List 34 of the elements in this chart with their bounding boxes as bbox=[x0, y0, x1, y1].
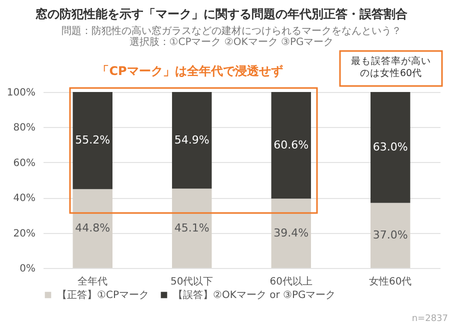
y-tick-label: 40% bbox=[13, 193, 36, 204]
bar bbox=[370, 92, 410, 203]
text: 「CPマーク」は全年代で浸透せず bbox=[97, 64, 283, 78]
y-tick-label: 20% bbox=[13, 228, 36, 240]
y-tick-label: 0% bbox=[20, 264, 36, 274]
x-tick-label: 全年代 bbox=[78, 276, 108, 288]
bar bbox=[72, 92, 112, 190]
bar bbox=[172, 188, 212, 268]
x-tick-label: 女性60代 bbox=[369, 276, 412, 288]
y-tick-label: 60% bbox=[13, 158, 36, 169]
data-label: 60.6% bbox=[274, 138, 309, 152]
y-tick-label: 100% bbox=[6, 88, 36, 98]
data-label: 45.1% bbox=[174, 221, 210, 234]
data-label: 37.0% bbox=[372, 228, 408, 242]
bar bbox=[172, 92, 212, 189]
data-label: 55.2% bbox=[75, 134, 110, 147]
data-label: 44.8% bbox=[75, 222, 110, 235]
x-tick-label: 60代以上 bbox=[270, 276, 312, 288]
legend-label: 【正答】①CPマーク bbox=[57, 289, 149, 301]
bar bbox=[72, 189, 112, 268]
data-label: 39.4% bbox=[274, 226, 309, 240]
chart-title: 窓の防犯性能を示す「マーク」に関する問題の年代別正答・誤答割合 bbox=[36, 7, 408, 21]
legend-label: 【誤答】②OKマーク or ③PGマーク bbox=[173, 289, 336, 301]
bar bbox=[271, 92, 311, 199]
bar bbox=[271, 198, 311, 268]
bar bbox=[370, 202, 410, 268]
text: 最も誤答率が高いのは女性60代 bbox=[351, 55, 431, 79]
data-label: 54.9% bbox=[174, 133, 210, 146]
text: n=2837 bbox=[412, 314, 448, 324]
text: 選択肢：①CPマーク ②OKマーク ③PGマーク bbox=[129, 36, 334, 48]
data-label: 63.0% bbox=[372, 140, 408, 154]
chart-subtitle: 問題：防犯性の高い窓ガラスなどの建材につけられるマークをなんという？ bbox=[62, 25, 402, 37]
x-tick-label: 50代以下 bbox=[170, 276, 214, 288]
y-tick-label: 80% bbox=[13, 122, 36, 134]
